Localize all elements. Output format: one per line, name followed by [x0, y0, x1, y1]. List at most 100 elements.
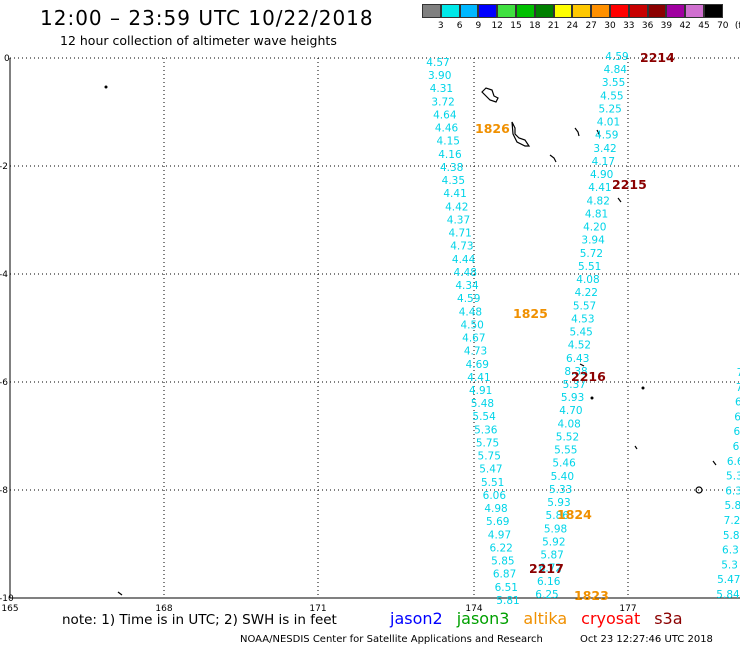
track-value: 5.48: [471, 398, 494, 410]
track-value: 6.43: [566, 353, 589, 365]
island-outline: [579, 363, 585, 367]
track-value: 6.22: [489, 542, 512, 554]
island-outline: [481, 87, 499, 103]
track-value: 5.40: [551, 471, 574, 483]
color-scale-swatch: [534, 4, 554, 18]
track-value: 6.25: [535, 589, 558, 601]
color-scale-label: 3: [437, 21, 444, 31]
track-value: 4.82: [587, 195, 610, 207]
track-value: 5.46: [552, 458, 576, 470]
lon-label: 177: [619, 604, 636, 614]
track-value: 5.47: [479, 464, 502, 476]
island-dot: [641, 386, 645, 390]
track-value: 5.8: [723, 530, 740, 542]
color-scale-swatch: [516, 4, 535, 18]
track-value: 7: [736, 382, 740, 394]
island-outline: [617, 197, 622, 203]
track-value: 5.3: [721, 559, 738, 571]
track-value: 4.16: [438, 149, 462, 161]
track-value: 5.86: [546, 510, 570, 522]
island-outline: [712, 460, 717, 466]
track-value: 4.01: [597, 117, 620, 129]
track-value: 6: [733, 426, 740, 438]
track-value: 4.31: [430, 83, 453, 95]
track-value: 4.53: [571, 313, 594, 325]
track-value: 6.3: [725, 485, 740, 497]
pass-label: 2217: [529, 561, 564, 576]
track-value: 5.72: [580, 248, 603, 260]
track-value: 4.41: [467, 372, 490, 384]
island-outline: [695, 486, 703, 494]
color-scale-swatch: [647, 4, 667, 18]
track-value: 4.41: [588, 182, 611, 194]
lon-label: 165: [1, 604, 18, 614]
color-scale-swatch: [440, 4, 460, 18]
island-outline: [634, 445, 638, 450]
color-scale-swatch: [553, 4, 573, 18]
track-value: 7.2: [724, 515, 740, 527]
track-value: 6.3: [722, 545, 739, 557]
track-value: 4.70: [559, 405, 582, 417]
track-value: 4.38: [440, 162, 463, 174]
track-value: 6: [733, 441, 740, 453]
track-value: 6.51: [495, 582, 518, 594]
track-value: 4.64: [433, 109, 457, 121]
pass-label: 1824: [557, 507, 592, 522]
lat-label: -8: [0, 486, 8, 496]
pass-label: 1825: [513, 306, 548, 321]
track-value: 5.51: [578, 261, 601, 273]
track-value: 4.35: [442, 175, 465, 187]
island-outline: [117, 591, 123, 596]
track-value: 4.57: [426, 57, 449, 69]
track-value: 4.20: [583, 222, 606, 234]
track-value: 6.72: [539, 563, 562, 575]
island-outline: [549, 154, 557, 163]
track-value: 4.69: [466, 359, 489, 371]
lat-label: -6: [0, 378, 8, 388]
track-value: 6.6: [727, 456, 740, 468]
color-scale-label: 21: [547, 21, 560, 31]
track-value: 3.55: [602, 77, 625, 89]
color-scale-swatch: [572, 4, 592, 18]
track-value: 5.54: [472, 411, 496, 423]
track-value: 4.59: [605, 51, 628, 63]
legend-cryosat: cryosat: [581, 609, 641, 628]
lon-label: 174: [465, 604, 482, 614]
color-scale-label: 18: [529, 21, 541, 31]
track-value: 5.36: [474, 424, 498, 436]
legend-jason3: jason3: [456, 609, 510, 628]
color-scale-label: 27: [585, 21, 597, 31]
color-scale-swatch: [459, 4, 479, 18]
pass-label: 2216: [571, 369, 606, 384]
lat-label: -2: [0, 162, 8, 172]
track-value: 4.17: [592, 156, 615, 168]
track-value: 7: [737, 367, 740, 379]
track-value: 5.25: [598, 103, 621, 115]
track-value: 5.47: [717, 574, 740, 586]
track-value: 4.81: [585, 208, 608, 220]
track-value: 4.90: [590, 169, 613, 181]
track-value: 5.85: [491, 556, 514, 568]
color-scale-label: 30: [604, 21, 616, 31]
credit-line: NOAA/NESDIS Center for Satellite Applica…: [240, 634, 543, 645]
track-value: 4.41: [443, 188, 466, 200]
track-value: 5.87: [540, 550, 563, 562]
lat-label: -10: [0, 594, 14, 604]
track-value: 4.48: [459, 306, 482, 318]
track-value: 6: [735, 397, 740, 409]
track-value: 4.59: [595, 130, 618, 142]
track-value: 4.91: [469, 385, 492, 397]
color-scale-swatch: [422, 4, 441, 18]
track-value: 4.52: [568, 340, 591, 352]
track-value: 4.67: [462, 333, 485, 345]
legend-altika: altika: [523, 609, 568, 628]
color-scale-label: 24: [566, 21, 579, 31]
lat-label: -4: [0, 270, 8, 280]
track-value: 4.37: [447, 214, 470, 226]
color-scale-swatch: [704, 4, 723, 18]
track-value: 4.42: [445, 201, 468, 213]
track-value: 4.84: [604, 64, 628, 76]
map-subtitle: 12 hour collection of altimeter wave hei…: [60, 33, 337, 48]
track-value: 5.93: [561, 392, 584, 404]
